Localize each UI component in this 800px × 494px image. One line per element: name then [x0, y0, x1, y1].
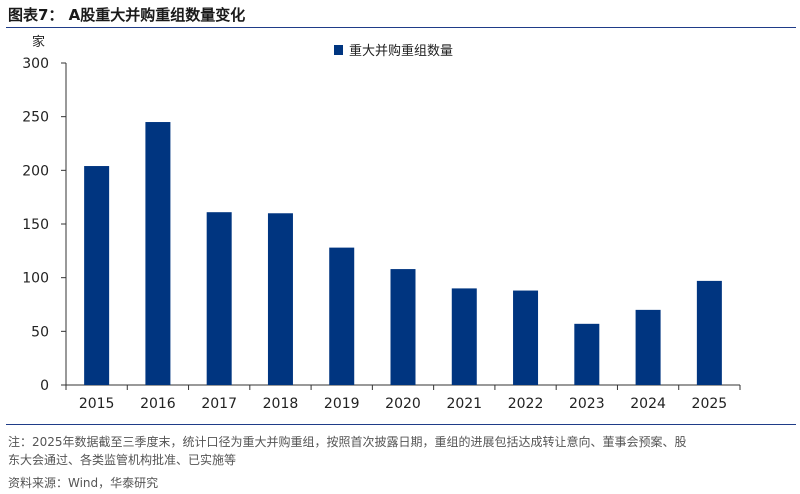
x-tick-label: 2019 — [324, 396, 360, 412]
x-tick-label: 2022 — [508, 396, 544, 412]
x-tick-label: 2025 — [692, 396, 728, 412]
y-tick-label: 300 — [22, 56, 49, 72]
x-tick-label: 2024 — [630, 396, 666, 412]
y-tick-label: 50 — [31, 324, 49, 340]
x-tick-label: 2016 — [140, 396, 176, 412]
footnote-line-1: 注：2025年数据截至三季度末，统计口径为重大并购重组，按照首次披露日期，重组的… — [8, 435, 687, 449]
bar-2019 — [329, 247, 355, 385]
footer-divider — [6, 424, 796, 425]
y-tick-label: 150 — [22, 217, 49, 233]
x-tick-label: 2018 — [263, 396, 299, 412]
footnote-line-2: 东大会通过、各类监管机构批准、已实施等 — [8, 453, 237, 467]
bar-2025 — [696, 280, 722, 385]
y-tick-labels: 0 50 100 150 200 250 300 — [22, 56, 49, 394]
title-divider — [6, 27, 796, 28]
y-tick-label: 250 — [22, 110, 49, 126]
x-tick-label: 2015 — [79, 396, 115, 412]
legend: 重大并购重组数量 — [334, 43, 453, 59]
legend-swatch — [334, 45, 343, 55]
bar-2016 — [145, 122, 171, 386]
x-tick-label: 2020 — [385, 396, 421, 412]
x-tick-label: 2021 — [446, 396, 482, 412]
bar-2024 — [635, 309, 661, 385]
y-axis-unit-label: 家 — [32, 34, 45, 50]
bar-2018 — [267, 213, 293, 385]
y-tick-label: 100 — [22, 271, 49, 287]
bar-2022 — [513, 290, 539, 385]
figure-title: 图表7： A股重大并购重组数量变化 — [8, 6, 246, 24]
x-tick-label: 2023 — [569, 396, 605, 412]
y-tick-label: 0 — [40, 378, 49, 394]
bar-2023 — [574, 323, 600, 385]
x-tick-labels: 2015 2016 2017 2018 2019 2020 2021 2022 2023 2024… — [79, 396, 727, 412]
bar-2015 — [84, 166, 110, 385]
bar-2020 — [390, 269, 416, 385]
bar-2021 — [451, 288, 477, 385]
x-tick-label: 2017 — [201, 396, 237, 412]
y-tick-label: 200 — [22, 163, 49, 179]
legend-label: 重大并购重组数量 — [349, 43, 453, 59]
bar-2017 — [206, 212, 232, 385]
source-note: 资料来源：Wind，华泰研究 — [8, 476, 159, 490]
bars — [84, 122, 722, 386]
